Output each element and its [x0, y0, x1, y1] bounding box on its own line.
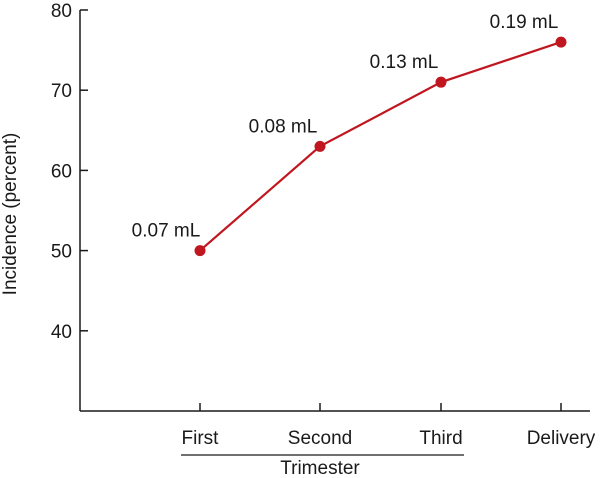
y-tick-label: 70 [51, 81, 72, 102]
x-tick-label: Delivery [527, 428, 596, 449]
data-label: 0.07 mL [132, 221, 201, 242]
data-points [194, 36, 567, 257]
data-point-third [435, 76, 447, 88]
data-labels: 0.07 mL 0.08 mL 0.13 mL 0.19 mL [132, 12, 559, 242]
y-tick-label: 40 [51, 322, 72, 343]
data-point-first [194, 245, 206, 257]
series-line [199, 41, 562, 252]
y-tick-label: 60 [51, 161, 72, 182]
y-tick-label: 50 [51, 242, 72, 263]
data-point-second [314, 140, 326, 152]
x-tick-label: First [182, 428, 220, 449]
data-point-delivery [555, 36, 567, 48]
x-axis-ticks: First Second Third Delivery [182, 403, 596, 449]
x-tick-label: Third [419, 428, 462, 449]
y-axis-ticks: 40 50 60 70 80 [51, 1, 88, 343]
x-tick-label: Second [288, 428, 352, 449]
x-axis-title: Trimester [280, 458, 360, 478]
data-label: 0.08 mL [249, 116, 318, 137]
y-axis-title: Incidence (percent) [0, 133, 21, 296]
y-tick-label: 80 [51, 1, 72, 22]
data-label: 0.19 mL [490, 12, 559, 33]
data-label: 0.13 mL [370, 52, 439, 73]
